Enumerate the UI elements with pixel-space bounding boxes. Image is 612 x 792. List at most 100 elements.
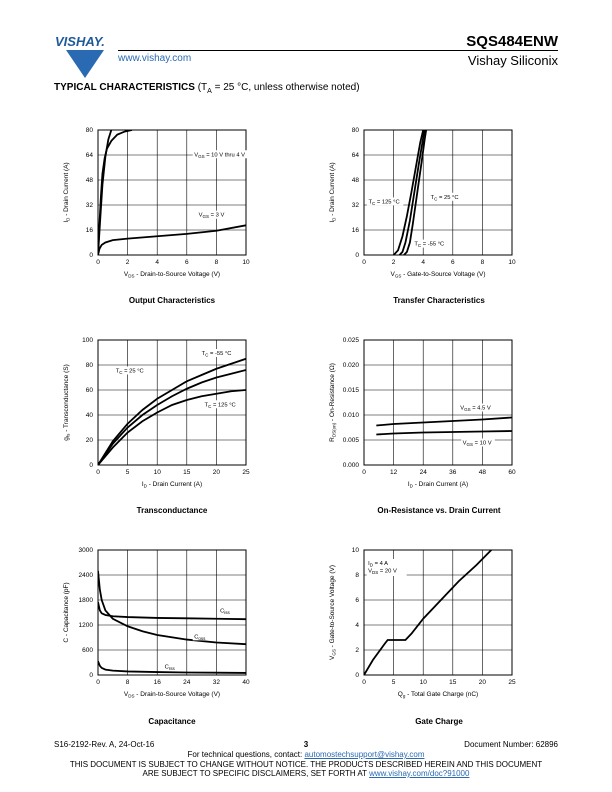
x-tick-label: 16 [154, 679, 162, 686]
disclaimer-link[interactable]: www.vishay.com/doc?91000 [369, 769, 470, 778]
series-label-bg [203, 400, 240, 409]
series-line [376, 416, 512, 427]
y-tick-label: 0 [89, 462, 93, 469]
series-line [98, 389, 246, 465]
x-tick-label: 0 [362, 679, 366, 686]
series-line [98, 357, 246, 465]
y-tick-label: 48 [86, 177, 94, 184]
y-tick-label: 64 [86, 152, 94, 159]
on-resistance-chart: 0 12 24 36 48 60 0.000 0.005 0.010 0.015 0.020 0.02… [329, 337, 516, 488]
series-label-bg [366, 197, 404, 206]
plot-frame [97, 549, 247, 676]
x-tick-label: 60 [508, 469, 516, 476]
x-tick-label: 4 [155, 259, 159, 266]
series-line [376, 430, 512, 436]
y-tick-label: 100 [82, 337, 93, 344]
doc-revision: S16-2192-Rev. A, 24-Oct-16 [54, 740, 155, 749]
series-label: TC​ = -55 °C [202, 351, 232, 358]
notice-line-2: ARE SUBJECT TO SPECIFIC DISCLAIMERS, SET… [142, 769, 470, 778]
y-tick-label: 0.005 [343, 437, 360, 444]
capacitance-chart-title: Capacitance [148, 717, 196, 726]
annotation-bg [366, 559, 407, 576]
x-tick-label: 20 [479, 679, 487, 686]
series-label-bg [114, 366, 148, 375]
x-tick-label: 48 [479, 469, 487, 476]
x-tick-label: 6 [185, 259, 189, 266]
x-tick-label: 25 [508, 679, 516, 686]
x-tick-label: 5 [126, 469, 130, 476]
x-axis-label: ID​ - Drain Current (A) [142, 481, 202, 489]
chart-annotation: ID​ = 4 A [368, 561, 388, 568]
series-label: TC​ = 125 °C [368, 199, 399, 206]
series-line [392, 130, 425, 255]
series-line [403, 130, 428, 255]
series-label-bg [458, 403, 496, 412]
y-tick-label: 48 [352, 177, 360, 184]
y-axis-label: ID​ - Drain Current (A) [63, 162, 71, 222]
tech-questions: For technical questions, contact: automo… [187, 750, 425, 759]
y-tick-label: 60 [86, 387, 94, 394]
x-tick-label: 8 [215, 259, 219, 266]
x-tick-label: 0 [96, 469, 100, 476]
series-label-bg [218, 606, 237, 615]
gatecharge-chart-title: Gate Charge [415, 717, 463, 726]
x-tick-label: 4 [421, 259, 425, 266]
page-number: 3 [303, 740, 309, 749]
y-tick-label: 0.015 [343, 387, 360, 394]
section-title: TYPICAL CHARACTERISTICS (TA = 25 °C, unl… [54, 82, 360, 95]
series-label: TC​ = 25 °C [116, 369, 144, 376]
x-tick-label: 10 [508, 259, 516, 266]
transconductance-chart-title: Transconductance [136, 506, 208, 515]
series-line [364, 550, 492, 675]
y-tick-label: 20 [86, 437, 94, 444]
x-tick-label: 5 [392, 679, 396, 686]
transconductance-chart: 0 5 10 15 20 25 0 20 40 60 80 100 ID​ - Drain Curren… [63, 337, 250, 489]
series-label-bg [192, 150, 251, 159]
series-line [98, 660, 246, 674]
output-chart-title: Output Characteristics [128, 296, 216, 305]
section-heading: TYPICAL CHARACTERISTICS [54, 82, 195, 93]
series-label: TC​ = 25 °C [431, 195, 459, 202]
y-tick-label: 8 [355, 572, 359, 579]
series-line [98, 369, 246, 465]
x-tick-label: 20 [213, 469, 221, 476]
y-tick-label: 6 [355, 597, 359, 604]
y-tick-label: 2400 [79, 572, 94, 579]
x-tick-label: 6 [451, 259, 455, 266]
capacitance-chart: 0 8 16 24 32 40 0 600 1200 1800 2400 3000 VDS​ - Dra… [63, 547, 250, 698]
x-tick-label: 10 [420, 679, 428, 686]
y-tick-label: 40 [86, 412, 94, 419]
notice-line-1: THIS DOCUMENT IS SUBJECT TO CHANGE WITHO… [69, 760, 543, 769]
y-axis-label: gfs​ - Transconductance (S) [63, 364, 71, 441]
x-tick-label: 24 [183, 679, 191, 686]
series-label-bg [461, 438, 495, 447]
transfer-chart-title: Transfer Characteristics [393, 296, 485, 305]
support-email-link[interactable]: automostechsupport@vishay.com [304, 750, 425, 759]
y-tick-label: 32 [352, 202, 360, 209]
series-label-bg [200, 349, 237, 357]
header-url[interactable]: www.vishay.com [118, 53, 192, 64]
x-axis-label: VDS​ - Drain-to-Source Voltage (V) [124, 271, 220, 279]
series-label: Coss​ [194, 634, 206, 641]
y-axis-label: C - Capacitance (pF) [63, 582, 70, 642]
series-label-bg [163, 662, 181, 671]
x-tick-label: 32 [213, 679, 221, 686]
y-tick-label: 64 [352, 152, 360, 159]
y-tick-label: 32 [86, 202, 94, 209]
x-tick-label: 2 [126, 259, 130, 266]
x-tick-label: 8 [126, 679, 130, 686]
series-label: TC​ = 125 °C [205, 402, 236, 409]
plot-frame [97, 339, 247, 466]
y-tick-label: 16 [352, 227, 360, 234]
series-label: VGS​ = 10 V thru 4 V [194, 152, 245, 159]
document-number: Document Number: 62896 [464, 740, 558, 749]
plot-frame [363, 129, 513, 256]
x-tick-label: 24 [420, 469, 428, 476]
series-label: VGS​ = 3 V [199, 213, 225, 220]
y-tick-label: 1800 [79, 597, 94, 604]
x-tick-label: 0 [96, 259, 100, 266]
y-tick-label: 80 [86, 362, 94, 369]
plot-frame [97, 129, 247, 256]
x-tick-label: 36 [449, 469, 457, 476]
x-axis-label: Qg​ - Total Gate Charge (nC) [398, 691, 478, 699]
